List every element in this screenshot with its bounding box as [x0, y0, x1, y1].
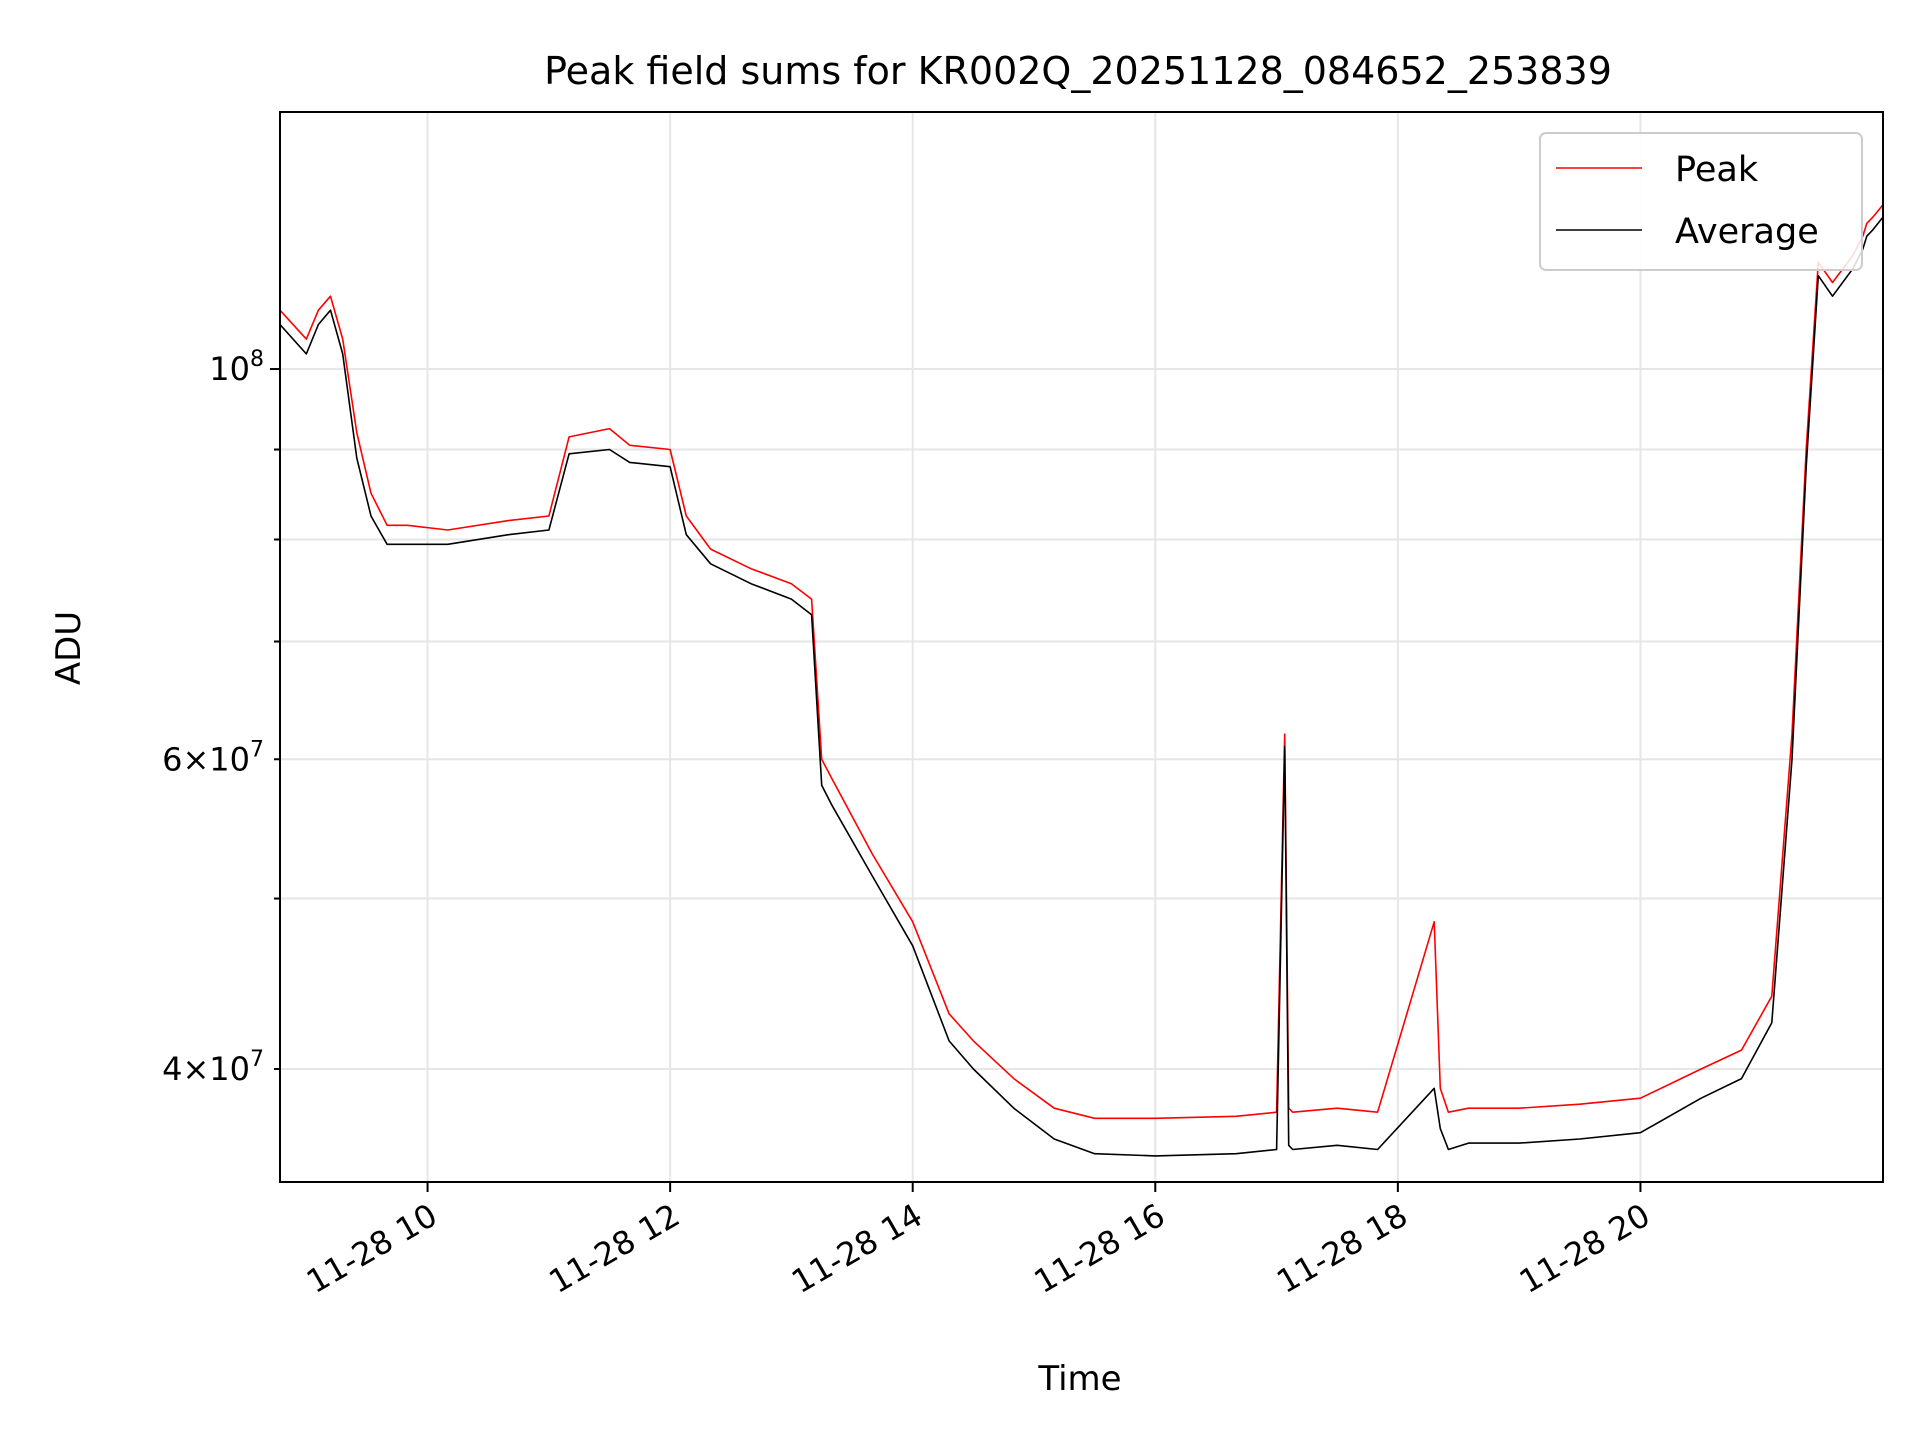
- legend-label-peak: Peak: [1675, 150, 1759, 190]
- chart-title: Peak field sums for KR002Q_20251128_0846…: [544, 49, 1612, 93]
- series-line-peak: [280, 204, 1883, 1120]
- series-line-average: [280, 216, 1883, 1157]
- y-tick-label: 108: [209, 347, 264, 388]
- y-tick-label: 6×107: [162, 737, 264, 778]
- plot-area: [280, 204, 1883, 1157]
- x-axis-label: Time: [1037, 1359, 1121, 1399]
- axes-frame: [279, 111, 1884, 1183]
- y-tick-label: 4×107: [162, 1047, 264, 1088]
- grid: [280, 112, 1883, 1182]
- legend-label-average: Average: [1675, 212, 1819, 252]
- legend: Peak Average: [1539, 132, 1863, 271]
- y-axis-label: ADU: [49, 611, 89, 685]
- y-axis: 108 4×107 6×107: [162, 347, 280, 1088]
